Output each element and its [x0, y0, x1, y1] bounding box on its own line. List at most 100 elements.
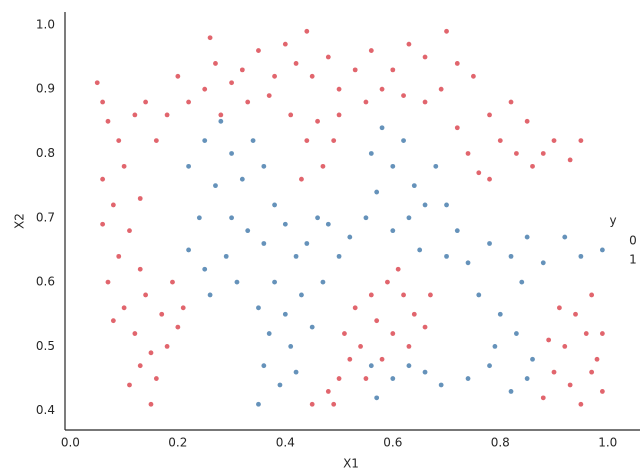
point [487, 112, 492, 118]
point [175, 324, 181, 330]
point [352, 67, 358, 73]
y-tick-label: 0.6 [36, 275, 55, 289]
point [422, 54, 428, 60]
point [261, 163, 267, 169]
point [422, 324, 428, 330]
point [573, 311, 578, 317]
point [153, 376, 159, 381]
point [524, 234, 530, 240]
point [256, 401, 261, 407]
point [137, 196, 143, 201]
point [476, 292, 482, 298]
point [170, 279, 175, 285]
point [347, 356, 353, 362]
x-tick-label: 0.0 [61, 436, 80, 450]
point [153, 138, 159, 144]
point [180, 305, 186, 311]
point [304, 138, 310, 144]
point [411, 311, 417, 317]
point [363, 215, 369, 221]
point [368, 292, 374, 298]
point [223, 253, 229, 259]
point [497, 138, 503, 144]
y-tick-label: 0.7 [36, 210, 55, 224]
point [239, 176, 245, 182]
x-tick-label: 1.0 [598, 436, 617, 450]
point [519, 279, 525, 285]
point [186, 163, 191, 169]
point [218, 112, 224, 118]
point [497, 311, 503, 317]
point [336, 376, 342, 381]
point [127, 382, 132, 388]
point [100, 221, 106, 227]
point [540, 395, 546, 401]
point [266, 93, 272, 98]
point [175, 73, 181, 79]
point [352, 305, 358, 311]
point [594, 356, 600, 362]
point [277, 382, 283, 388]
point [551, 138, 557, 144]
point [121, 305, 127, 311]
point [390, 331, 396, 336]
point [202, 138, 208, 144]
point [540, 260, 546, 266]
point [272, 202, 277, 208]
point [234, 279, 240, 285]
point [406, 215, 412, 221]
point [132, 112, 138, 118]
point [105, 118, 111, 124]
point [530, 356, 535, 362]
y-tick-label: 1.0 [36, 17, 55, 31]
point [325, 389, 331, 394]
point [304, 28, 310, 34]
point [379, 86, 385, 92]
point [110, 202, 116, 208]
point [245, 228, 251, 234]
point [422, 202, 428, 208]
x-tick-label: 0.6 [383, 436, 402, 450]
point [385, 279, 390, 285]
point [599, 247, 605, 253]
point [143, 292, 149, 298]
point [143, 99, 149, 105]
legend-label: 0 [629, 234, 637, 248]
point [207, 35, 213, 41]
point [282, 221, 288, 227]
point [331, 401, 337, 407]
point [100, 99, 106, 105]
x-tick-label: 0.8 [491, 436, 510, 450]
point [164, 344, 170, 349]
point [428, 292, 433, 298]
point [514, 151, 519, 156]
point [213, 61, 218, 66]
y-tick-label: 0.9 [36, 82, 55, 96]
point [196, 215, 202, 221]
point [288, 112, 294, 118]
point [315, 118, 320, 124]
point [261, 363, 267, 369]
point [599, 389, 605, 394]
point [465, 260, 471, 266]
point [454, 61, 460, 66]
point [288, 344, 294, 349]
point [320, 163, 326, 169]
point [374, 395, 380, 401]
point [94, 80, 100, 86]
point [148, 401, 154, 407]
point [422, 99, 428, 105]
point [492, 344, 498, 349]
y-tick-label: 0.4 [36, 403, 55, 417]
point [164, 112, 170, 118]
point [116, 253, 122, 259]
point [229, 151, 234, 156]
point [401, 292, 406, 298]
legend-label: 1 [629, 253, 637, 267]
point [336, 253, 342, 259]
point [589, 369, 595, 375]
point [444, 202, 449, 208]
point [562, 344, 568, 349]
point [331, 138, 337, 144]
point [218, 118, 224, 124]
